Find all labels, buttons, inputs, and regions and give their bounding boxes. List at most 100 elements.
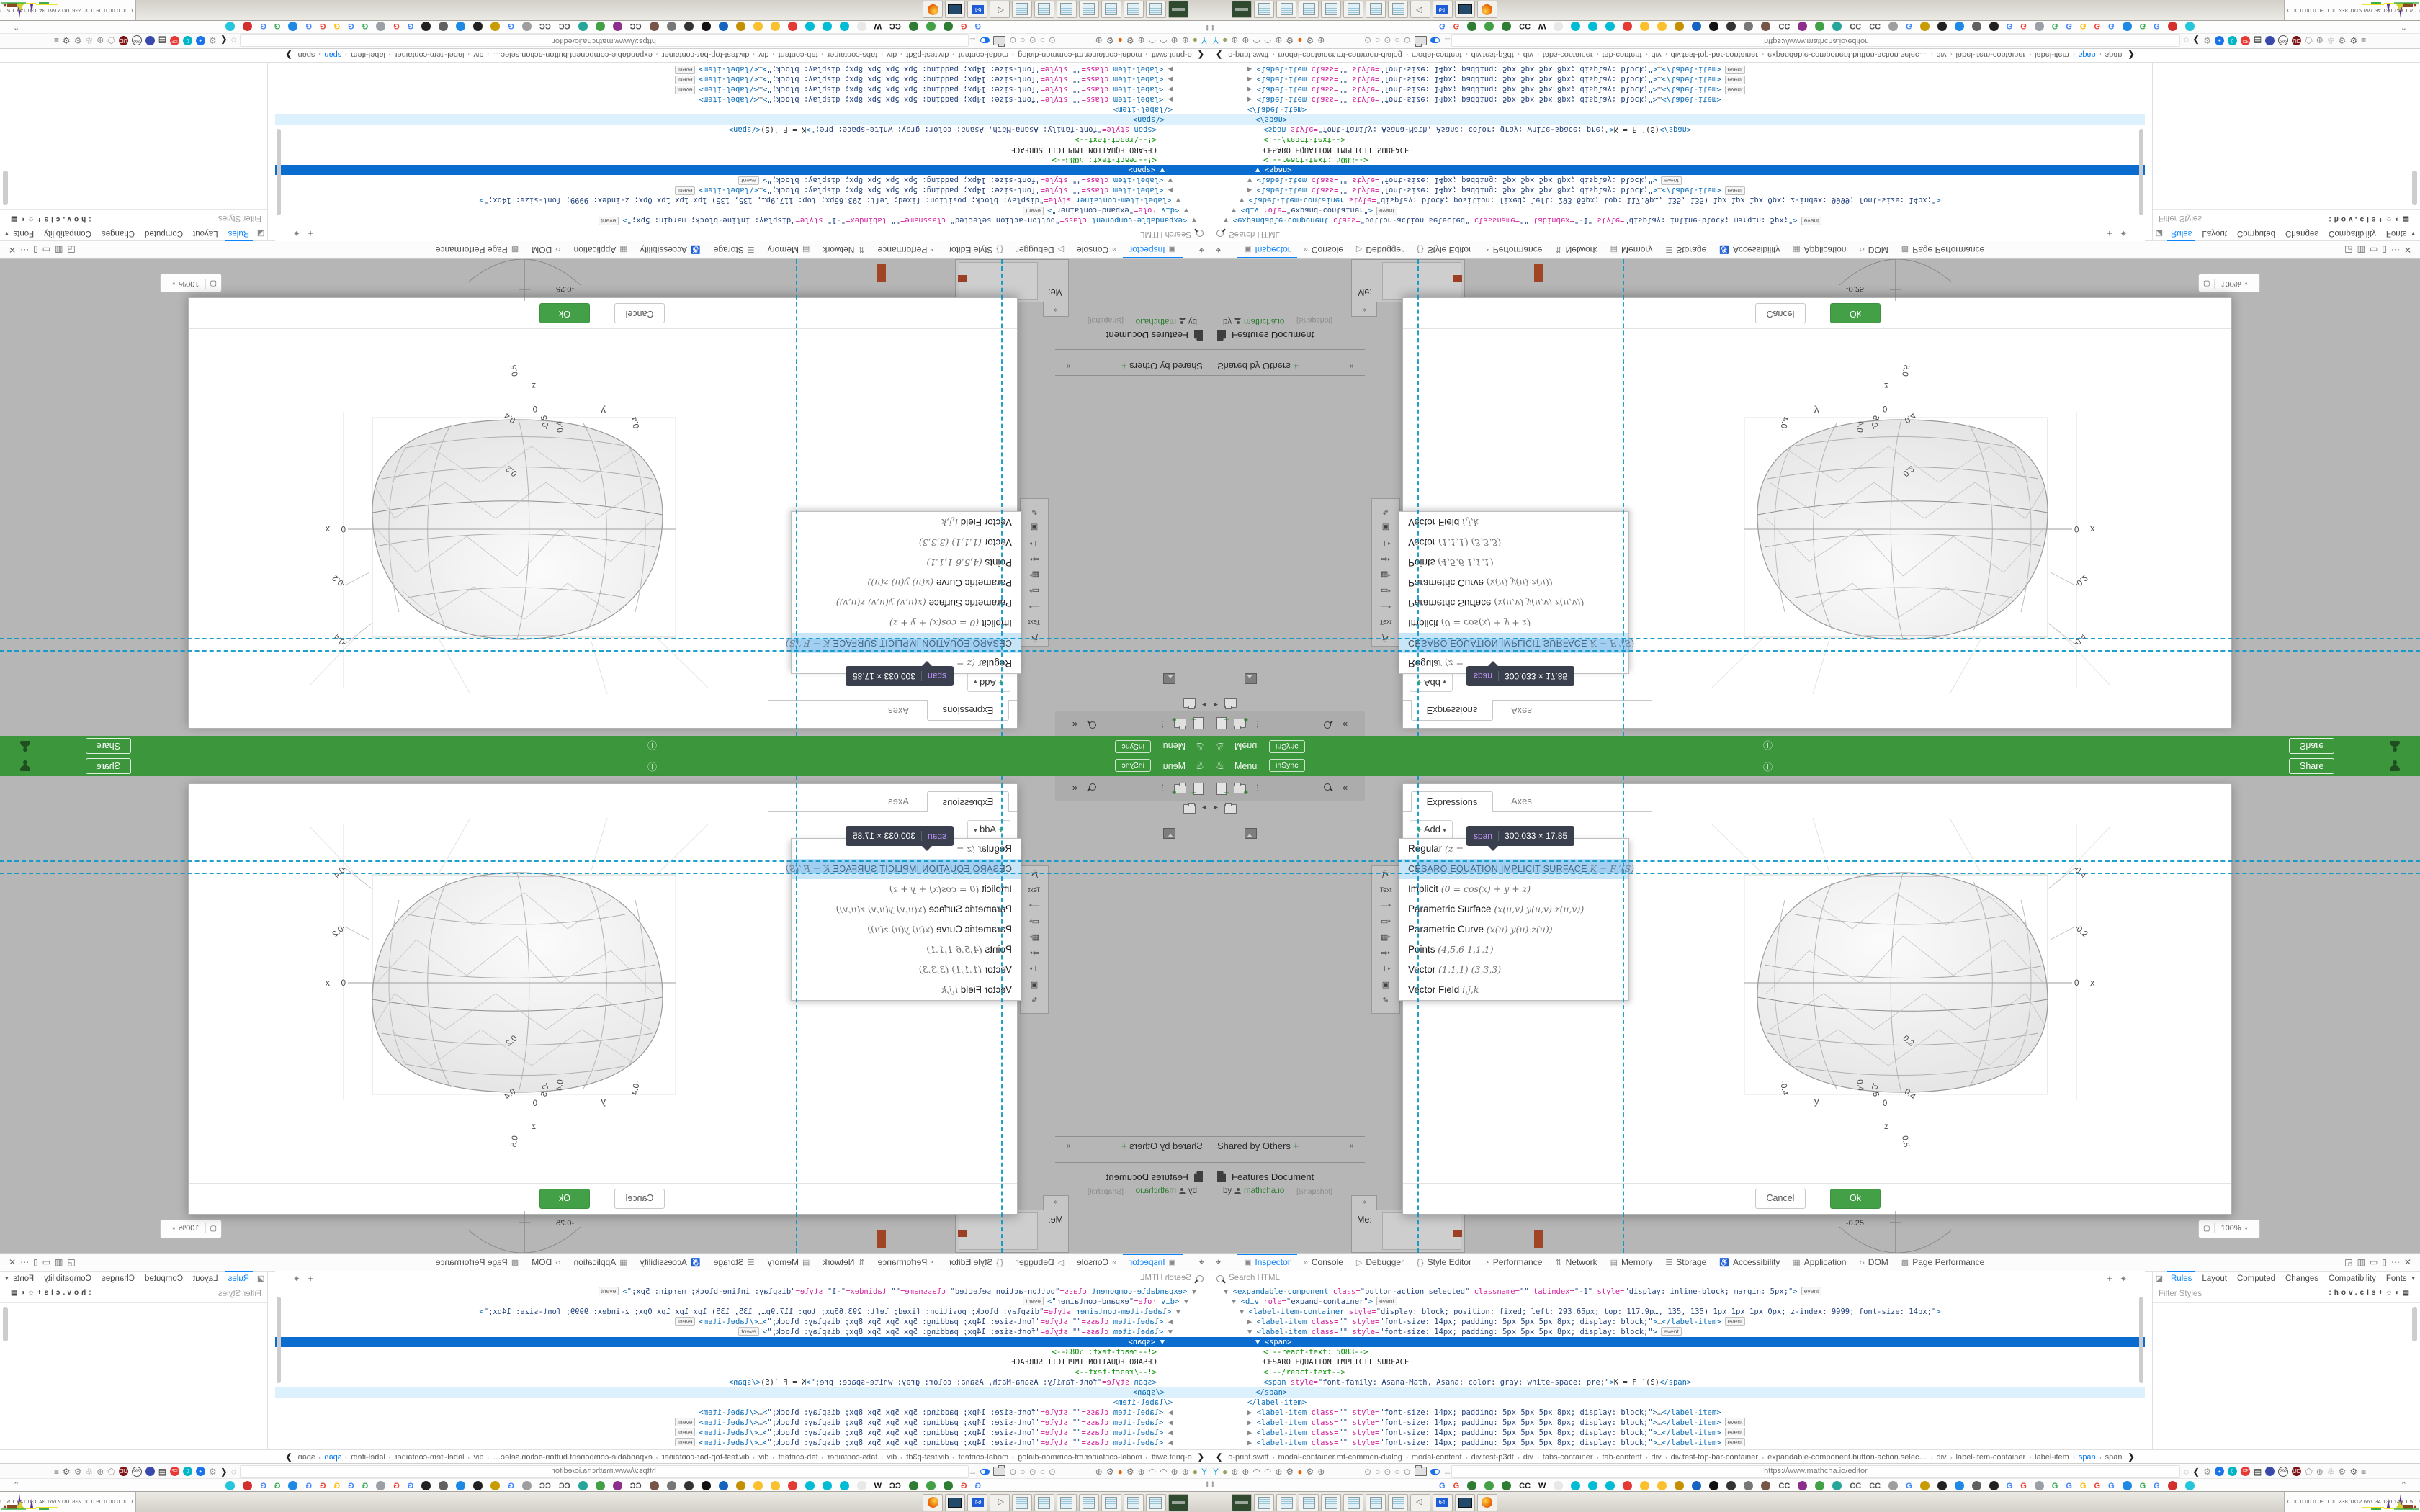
browser-icon[interactable]: + bbox=[2214, 36, 2224, 45]
html-tree-line[interactable]: ▼ <span> bbox=[1210, 165, 2145, 175]
mathcha-logo-icon[interactable]: ♨ bbox=[1194, 760, 1204, 772]
bookmark-icon[interactable] bbox=[1692, 1481, 1702, 1490]
search-icon[interactable] bbox=[1089, 721, 1096, 729]
breadcrumb-item[interactable]: div.test-p3df bbox=[906, 1453, 949, 1462]
new-document-icon[interactable] bbox=[1216, 783, 1229, 798]
rules-tab-compatibility[interactable]: Compatibility bbox=[44, 229, 91, 238]
dropdown-item[interactable]: Parametric Curve (x(u) y(u) z(u)) bbox=[1408, 924, 1553, 935]
breadcrumb-scroll-left[interactable]: ❮ bbox=[1216, 50, 1223, 59]
bookmark-icon[interactable]: G bbox=[274, 22, 281, 31]
devtools-tab-performance[interactable]: ◔Performance bbox=[1484, 245, 1543, 255]
breadcrumb-scroll-right[interactable]: ❯ bbox=[2128, 50, 2135, 59]
bookmark-icon[interactable]: CC bbox=[1850, 22, 1862, 31]
bookmark-icon[interactable] bbox=[1623, 1481, 1633, 1490]
tool-strip-item[interactable]: ▣ bbox=[1030, 523, 1039, 531]
devtools-window-icons[interactable]: ◲▥▭▯⋯✕ bbox=[4, 1254, 76, 1271]
breadcrumb-item[interactable]: modal-container.mt-common-dialog bbox=[1018, 50, 1142, 59]
collapse-sidebar-icon[interactable]: « bbox=[1343, 719, 1348, 730]
tool-strip-item[interactable]: ⇨▸ bbox=[1029, 949, 1039, 958]
bookmark-icon[interactable] bbox=[1815, 22, 1825, 31]
html-tree-line[interactable]: <!--react-text: 5083--> bbox=[1052, 156, 1157, 164]
browser-icon[interactable]: ← bbox=[968, 1466, 977, 1477]
browser-icon[interactable] bbox=[1430, 1468, 1440, 1475]
rules-tab-layout[interactable]: Layout bbox=[2202, 229, 2227, 238]
breadcrumb-item[interactable]: div.test-p3df bbox=[906, 50, 949, 59]
plot-canvas-3d[interactable]: -0.4 -0.2 0 x -0.4 y 0.4 -0.5 0 0.5 z 0.… bbox=[189, 814, 776, 1158]
dropdown-item[interactable]: Vector Field i,j,k bbox=[941, 984, 1012, 995]
breadcrumb-item[interactable]: div bbox=[887, 50, 897, 59]
browser-icon[interactable] bbox=[145, 36, 155, 45]
breadcrumb-item[interactable]: div.test-top-bar-container bbox=[1670, 1453, 1759, 1462]
bookmark-icon[interactable]: CC bbox=[1778, 22, 1791, 31]
dropdown-item[interactable]: Vector Field i,j,k bbox=[941, 517, 1012, 528]
breadcrumb-item[interactable]: div bbox=[1651, 50, 1662, 59]
browser-icon[interactable]: ● bbox=[1192, 1466, 1198, 1477]
breadcrumb-item[interactable]: div.test-top-bar-container bbox=[1670, 50, 1759, 59]
bookmark-icon[interactable] bbox=[666, 1481, 676, 1490]
rules-toolbar-icons[interactable]: :hov.cls+☼◐▤ bbox=[8, 1289, 91, 1297]
tab-axes[interactable]: Axes bbox=[1511, 706, 1532, 716]
toolbar-icon[interactable]: .cls bbox=[41, 1289, 66, 1297]
browser-icon[interactable]: Y bbox=[1201, 35, 1207, 46]
account-icon[interactable] bbox=[2390, 760, 2400, 772]
taskbar-item-note[interactable] bbox=[1276, 1494, 1296, 1511]
bookmark-icon[interactable]: CC bbox=[1519, 22, 1531, 31]
bookmark-icon[interactable] bbox=[718, 22, 728, 31]
bookmark-icon[interactable]: G bbox=[2079, 1481, 2087, 1490]
devtools-window-icons[interactable]: ◲▥▭▯⋯✕ bbox=[4, 241, 76, 258]
fullscreen-icon[interactable]: ▢ bbox=[210, 279, 217, 287]
dropdown-item[interactable]: Parametric Surface (x(u,v) y(u,v) z(u,v)… bbox=[1408, 904, 1585, 914]
bookmark-icon[interactable] bbox=[243, 1481, 253, 1490]
html-tree-line[interactable]: </span> bbox=[1210, 1387, 2145, 1398]
menu-button[interactable]: Menu bbox=[1162, 761, 1186, 771]
dropdown-item[interactable]: Vector (1,1,1) (3,3,3) bbox=[1408, 964, 1502, 975]
bookmark-icon[interactable] bbox=[2122, 1481, 2132, 1490]
browser-icon[interactable]: ⊕ bbox=[1231, 1466, 1239, 1477]
breadcrumb-item[interactable]: label-item bbox=[351, 50, 385, 59]
cancel-button[interactable]: Cancel bbox=[1755, 303, 1806, 323]
account-icon[interactable] bbox=[2390, 740, 2400, 752]
taskbar-item-ff[interactable] bbox=[923, 1494, 943, 1511]
bookmark-icon[interactable] bbox=[1832, 22, 1842, 31]
breadcrumb-item[interactable]: tab-content bbox=[1602, 1453, 1642, 1462]
browser-icon[interactable]: ▤ bbox=[2253, 35, 2262, 46]
bookmark-icon[interactable]: G bbox=[2108, 1481, 2115, 1490]
browser-icon[interactable]: ● bbox=[1222, 35, 1228, 46]
html-tree-line[interactable]: <!--react-text: 5083--> bbox=[1263, 1348, 1368, 1356]
html-tree-line[interactable]: ▶ <label-item class="" style="font-size:… bbox=[275, 74, 1210, 84]
bookmark-icon[interactable]: G bbox=[960, 22, 967, 31]
menu-button[interactable]: Menu bbox=[1162, 741, 1186, 751]
bookmark-icon[interactable]: CC bbox=[1869, 1481, 1881, 1490]
taskbar-item-flop[interactable] bbox=[967, 1494, 987, 1511]
fullscreen-icon[interactable]: ▢ bbox=[210, 1225, 217, 1233]
bookmark-icon[interactable] bbox=[2184, 22, 2195, 31]
breadcrumb-item[interactable]: o-print.swift bbox=[1228, 1453, 1269, 1462]
bookmark-icons[interactable]: G G CC W CC CC CC G G G G G G G G G G bbox=[1439, 19, 2195, 34]
bookmark-icon[interactable]: G bbox=[1439, 22, 1446, 31]
bookmark-icon[interactable]: G bbox=[2066, 22, 2072, 31]
tabs-overflow-caret[interactable]: ▾ bbox=[2411, 230, 2415, 237]
html-tree-line[interactable]: ▶ <label-item class="" style="font-size:… bbox=[1210, 1418, 2145, 1428]
breadcrumb-scroll-left[interactable]: ❮ bbox=[1216, 1453, 1223, 1462]
breadcrumb-item[interactable]: tab-content bbox=[778, 50, 818, 59]
search-html-input[interactable]: Search HTML bbox=[1140, 230, 1191, 238]
toolbar-icon[interactable]: ✕ bbox=[4, 1257, 17, 1267]
devtools-tab-console[interactable]: »Console bbox=[1303, 1257, 1343, 1267]
account-icon[interactable] bbox=[20, 740, 30, 752]
toolbar-icon[interactable]: ◲ bbox=[2344, 1257, 2357, 1267]
bookmark-icon[interactable] bbox=[1971, 1481, 1981, 1490]
browser-icon[interactable]: ◠ bbox=[1263, 1466, 1272, 1477]
nav-right-icons[interactable]: ◌ ❮ ⚙ + ⇩ ICF ▤ 292 UD ⬠ ⊕ ♧ ⚙ ⚙ ≡ bbox=[54, 33, 236, 48]
browser-icon[interactable]: ICF bbox=[170, 36, 180, 45]
taskbar-item-spk[interactable] bbox=[990, 1, 1010, 18]
taskbar-item-note[interactable] bbox=[1321, 1, 1341, 18]
tool-strip-item[interactable]: ✎ bbox=[1031, 996, 1038, 1005]
browser-icon[interactable]: ⊕ bbox=[1095, 35, 1103, 46]
chat-box[interactable]: Me: bbox=[1351, 259, 1465, 302]
taskbar-item-note[interactable] bbox=[1101, 1494, 1121, 1511]
toolbar-icon[interactable]: ⋯ bbox=[2390, 1257, 2404, 1267]
html-tree-line[interactable]: ▼ <expandable-component class="button-ac… bbox=[275, 215, 1210, 225]
bookmark-icon[interactable] bbox=[753, 1481, 763, 1490]
browser-icon[interactable]: ⚙ bbox=[1286, 35, 1294, 46]
bookmark-icon[interactable]: W bbox=[874, 22, 882, 31]
